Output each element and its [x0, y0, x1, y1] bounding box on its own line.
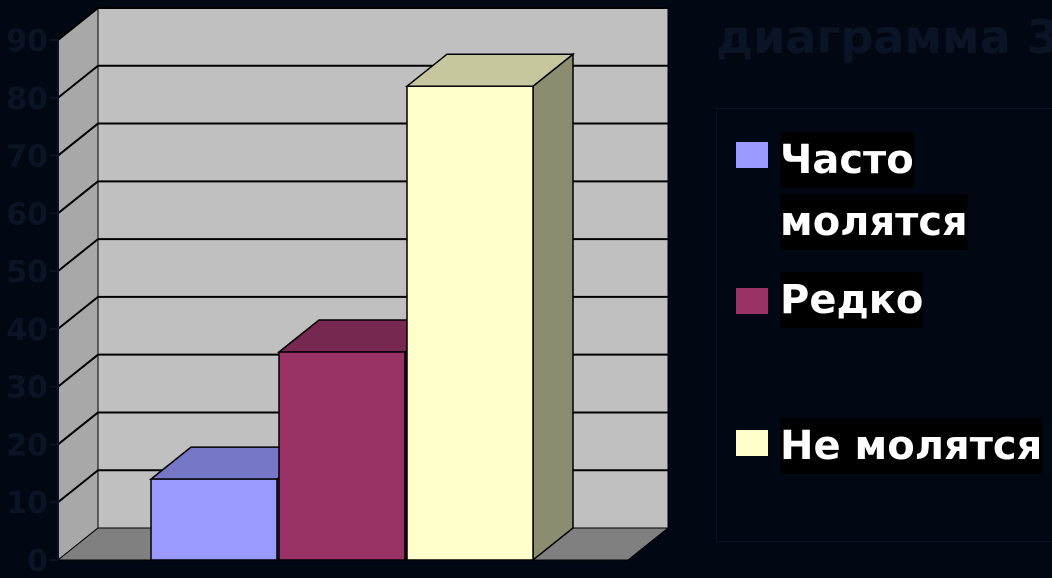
y-tick-label: 90 [6, 24, 48, 59]
y-tick-label: 60 [6, 197, 48, 232]
gridline-side [57, 122, 99, 157]
y-tick-label: 20 [6, 428, 48, 463]
gridline-side [57, 296, 99, 330]
y-tick-label: 70 [6, 140, 48, 175]
legend-label-often-line2: молятся [780, 194, 968, 250]
gridline-side [57, 411, 99, 446]
legend-label-never: Не молятся [780, 418, 1043, 474]
gridline-side [57, 180, 99, 215]
bar [278, 351, 406, 561]
bar-side [532, 52, 574, 562]
side-wall [57, 6, 99, 562]
legend [716, 108, 1052, 542]
gridline-side [57, 7, 99, 41]
legend-label-often-line1: Часто [780, 132, 914, 188]
y-tick-label: 30 [6, 371, 48, 406]
y-tick-label: 10 [6, 486, 48, 521]
gridline-side [57, 469, 99, 504]
legend-swatch-often [736, 142, 768, 168]
legend-label-rarely: Редко [780, 272, 924, 328]
y-tick-label: 80 [6, 82, 48, 117]
legend-swatch-never [736, 430, 768, 456]
gridline-side [57, 353, 99, 388]
y-tick-label: 50 [6, 255, 48, 290]
legend-swatch-rarely [736, 288, 768, 314]
y-tick-label: 40 [6, 313, 48, 348]
y-tick-label: 0 [27, 544, 48, 578]
bar [406, 85, 534, 561]
chart-title: диаграмма 3 [716, 10, 1052, 64]
gridline-side [57, 238, 99, 272]
bar [150, 478, 278, 561]
gridline-side [57, 64, 99, 99]
